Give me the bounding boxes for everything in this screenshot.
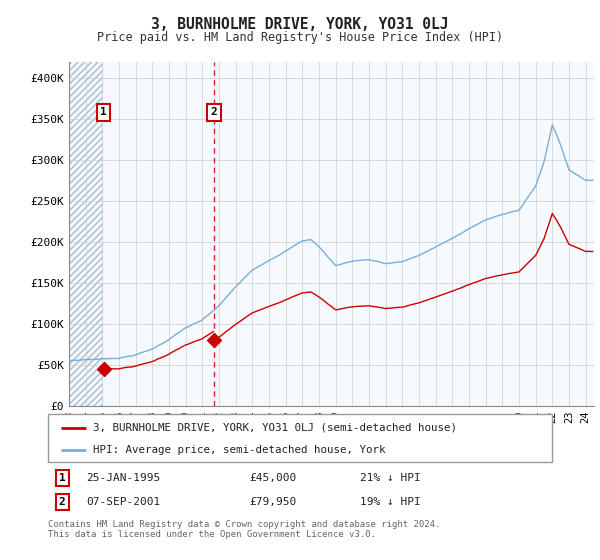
Bar <box>69 62 103 406</box>
Text: HPI: Average price, semi-detached house, York: HPI: Average price, semi-detached house,… <box>94 445 386 455</box>
FancyBboxPatch shape <box>48 414 552 462</box>
Text: £45,000: £45,000 <box>250 473 297 483</box>
Text: 2: 2 <box>211 108 217 118</box>
Text: 21% ↓ HPI: 21% ↓ HPI <box>361 473 421 483</box>
Text: Contains HM Land Registry data © Crown copyright and database right 2024.
This d: Contains HM Land Registry data © Crown c… <box>48 520 440 539</box>
Text: £79,950: £79,950 <box>250 497 297 507</box>
Text: 07-SEP-2001: 07-SEP-2001 <box>86 497 160 507</box>
Bar <box>104 62 594 406</box>
Bar <box>69 62 103 406</box>
Text: 1: 1 <box>59 473 65 483</box>
Text: Price paid vs. HM Land Registry's House Price Index (HPI): Price paid vs. HM Land Registry's House … <box>97 31 503 44</box>
Text: 1: 1 <box>100 108 107 118</box>
Text: 3, BURNHOLME DRIVE, YORK, YO31 0LJ (semi-detached house): 3, BURNHOLME DRIVE, YORK, YO31 0LJ (semi… <box>94 423 457 433</box>
Text: 19% ↓ HPI: 19% ↓ HPI <box>361 497 421 507</box>
Text: 3, BURNHOLME DRIVE, YORK, YO31 0LJ: 3, BURNHOLME DRIVE, YORK, YO31 0LJ <box>151 17 449 32</box>
Text: 25-JAN-1995: 25-JAN-1995 <box>86 473 160 483</box>
Text: 2: 2 <box>59 497 65 507</box>
